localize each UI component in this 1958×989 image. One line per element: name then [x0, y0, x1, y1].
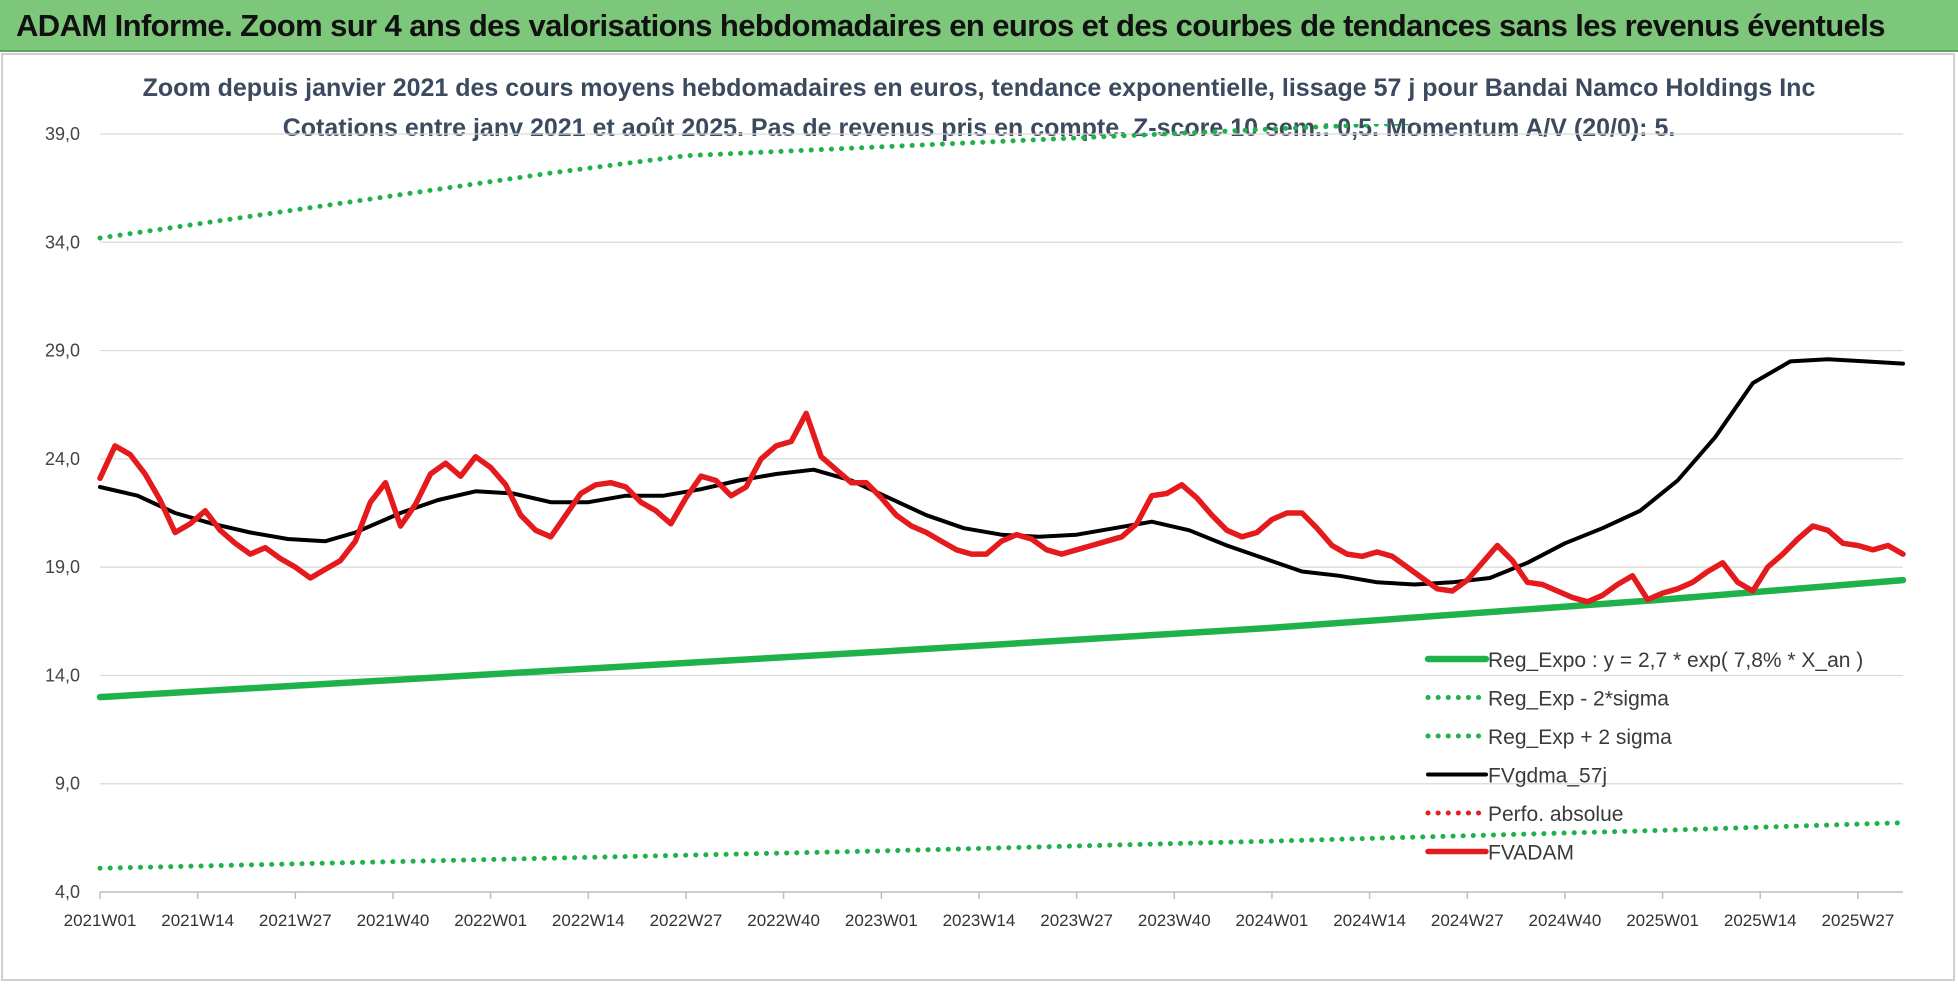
x-tick-label: 2024W40 [1529, 911, 1602, 930]
legend-label: FVADAM [1488, 842, 1574, 865]
x-tick-label: 2022W14 [552, 911, 625, 930]
series-line-reg-expo-y-2-7-exp-7-8-x-an [96, 576, 1907, 701]
x-tick-label: 2023W14 [943, 911, 1016, 930]
x-tick-label: 2025W27 [1822, 911, 1895, 930]
chart-area: Zoom depuis janvier 2021 des cours moyen… [0, 52, 1958, 984]
series-line-reg-exp-2-sigma [97, 820, 1906, 871]
x-tick-label: 2022W01 [454, 911, 527, 930]
x-tick-label: 2025W14 [1724, 911, 1797, 930]
legend-label: Reg_Exp + 2 sigma [1488, 726, 1672, 749]
x-tick-label: 2025W01 [1626, 911, 1699, 930]
chart-subtitle: Cotations entre janv 2021 et août 2025. … [283, 114, 1676, 142]
series-line-reg-exp-2-sigma [97, 124, 1438, 241]
legend-label: Reg_Exp - 2*sigma [1488, 688, 1669, 711]
series-group [96, 124, 1907, 871]
chart-title: Zoom depuis janvier 2021 des cours moyen… [143, 74, 1816, 102]
gridlines [100, 133, 1903, 893]
x-tick-label: 2021W27 [259, 911, 332, 930]
line-chart: Zoom depuis janvier 2021 des cours moyen… [1, 53, 1955, 981]
x-tick-label: 2024W14 [1333, 911, 1406, 930]
x-tick-label: 2023W40 [1138, 911, 1211, 930]
report-title: ADAM Informe. Zoom sur 4 ans des valoris… [16, 8, 1886, 43]
report-banner: ADAM Informe. Zoom sur 4 ans des valoris… [0, 0, 1958, 52]
legend-label: FVgdma_57j [1488, 765, 1607, 788]
y-axis-ticks: 4,0 9,0 14,0 19,0 24,0 29,0 34,0 39,0 [45, 124, 80, 902]
y-tick-label: 19,0 [45, 557, 80, 577]
x-tick-label: 2021W40 [357, 911, 430, 930]
x-tick-label: 2024W27 [1431, 911, 1504, 930]
y-tick-label: 14,0 [45, 665, 80, 685]
y-tick-label: 9,0 [55, 774, 80, 794]
series-line-fvgdma-57j [98, 357, 1905, 587]
x-tick-label: 2023W27 [1040, 911, 1113, 930]
chart-border [1, 53, 1955, 981]
x-tick-label: 2021W14 [161, 911, 234, 930]
legend: Reg_Expo : y = 2,7 * exp( 7,8% * X_an ) R… [1424, 649, 1863, 865]
y-tick-label: 4,0 [55, 882, 80, 902]
y-tick-label: 29,0 [45, 341, 80, 361]
x-axis-ticks: 2021W01 2021W14 2021W27 2021W40 2022W01 2022W… [64, 892, 1895, 930]
y-tick-label: 24,0 [45, 449, 80, 469]
legend-label: Reg_Expo : y = 2,7 * exp( 7,8% * X_an ) [1488, 649, 1863, 672]
x-tick-label: 2024W01 [1236, 911, 1309, 930]
x-tick-label: 2022W40 [747, 911, 820, 930]
y-tick-label: 34,0 [45, 232, 80, 252]
y-tick-label: 39,0 [45, 124, 80, 144]
x-tick-label: 2022W27 [650, 911, 723, 930]
x-tick-label: 2021W01 [64, 911, 137, 930]
legend-label: Perfo. absolue [1488, 803, 1623, 826]
x-tick-label: 2023W01 [845, 911, 918, 930]
series-line-fvadam [97, 410, 1906, 605]
